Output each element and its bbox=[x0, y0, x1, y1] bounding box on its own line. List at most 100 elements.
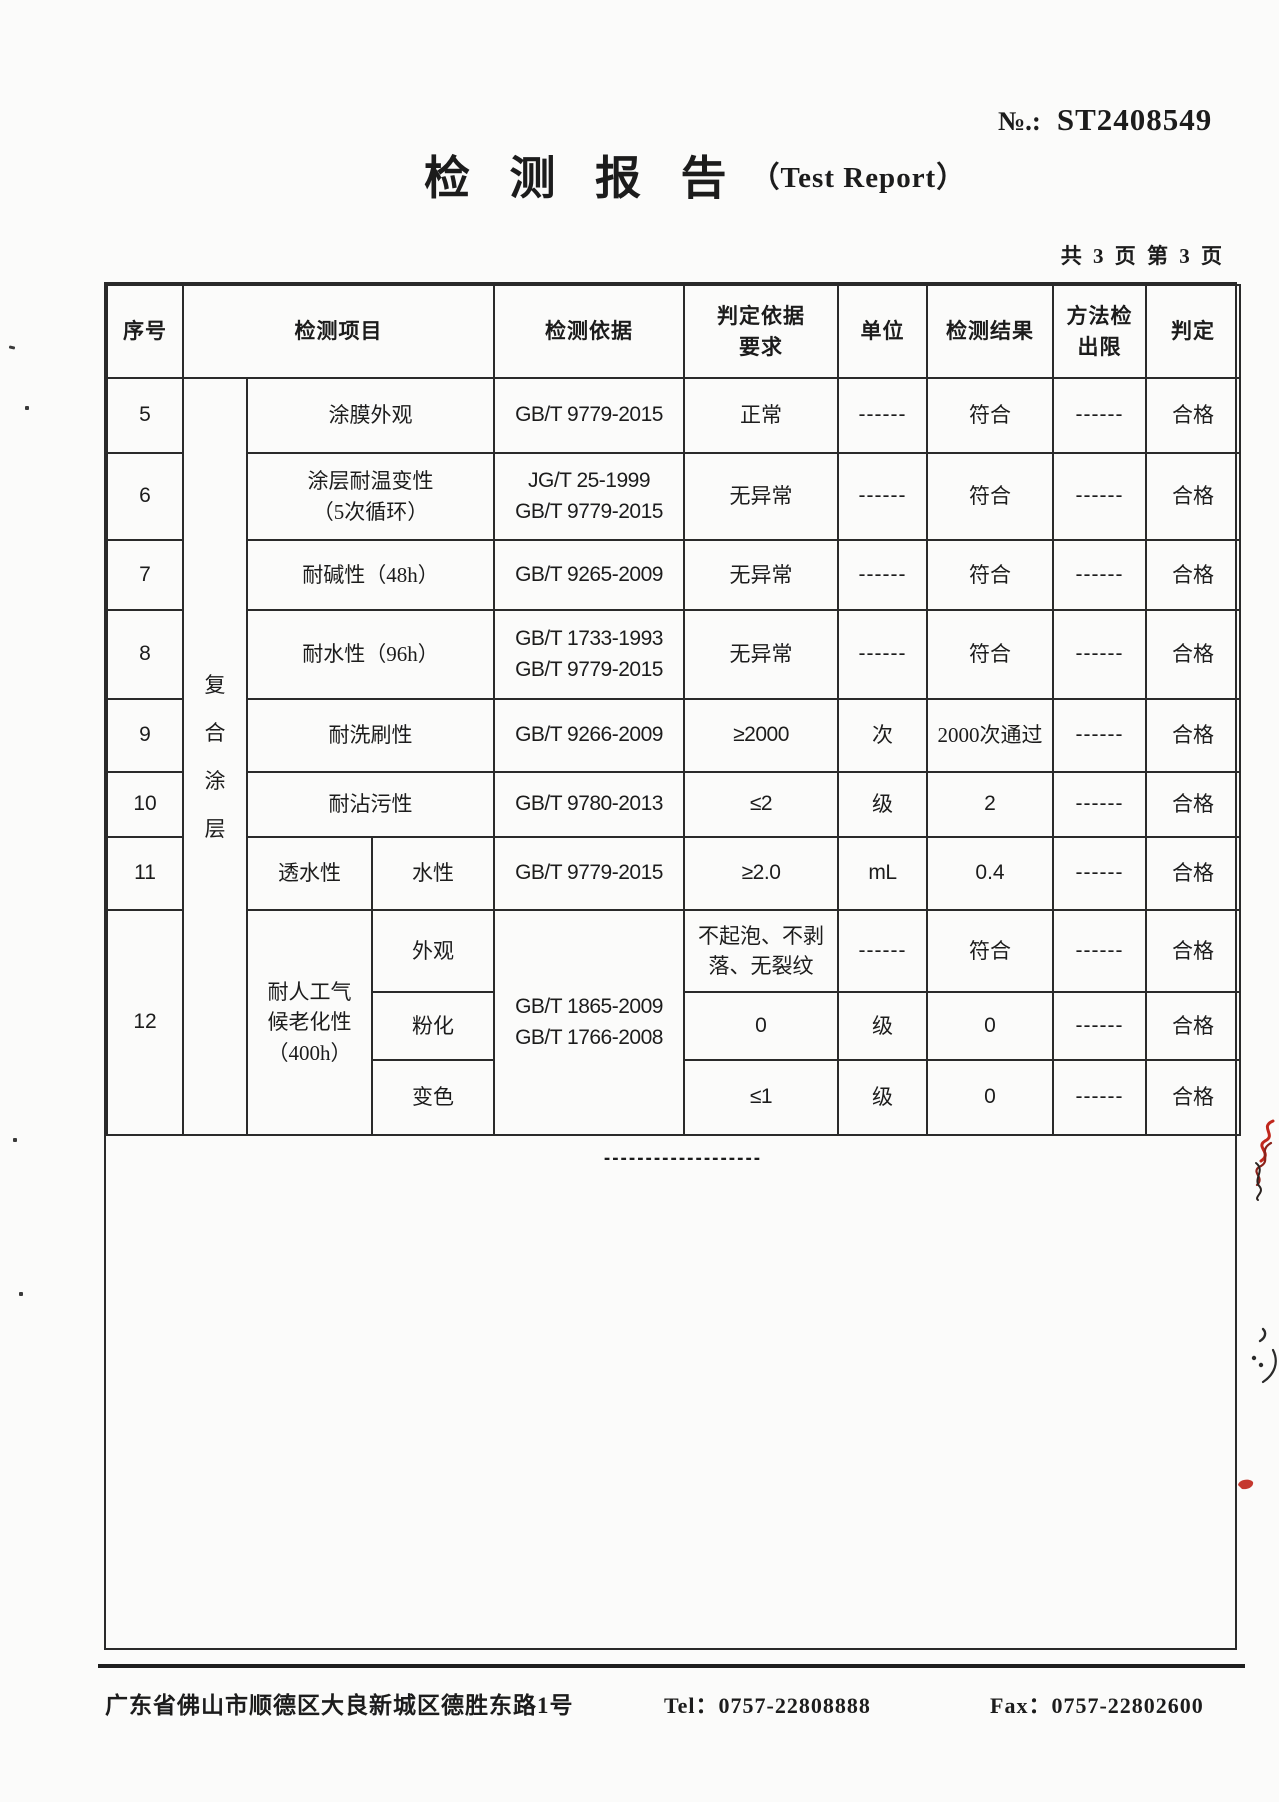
cell-unit: ------ bbox=[837, 539, 929, 611]
cell-requirement: 无异常 bbox=[683, 452, 840, 541]
cell-basis: GB/T 1865-2009 GB/T 1766-2008 bbox=[493, 909, 686, 1136]
cell-basis: JG/T 25-1999 GB/T 9779-2015 bbox=[493, 452, 686, 541]
cell-detection-limit: ------ bbox=[1052, 1059, 1148, 1136]
handwritten-mark-red-scribble bbox=[1255, 1119, 1275, 1201]
scan-speck bbox=[13, 1138, 17, 1142]
header-unit: 单位 bbox=[837, 284, 929, 379]
cell-detection-limit: ------ bbox=[1052, 909, 1148, 993]
table-row: 5 复 合 涂 层 涂膜外观 GB/T 9779-2015 正常 ------ … bbox=[106, 377, 1242, 1136]
table-header-row: 序号 检测项目 检测依据 判定依据 要求 单位 检测结果 方法检 出限 判定 bbox=[106, 284, 1242, 379]
cell-no: 5 bbox=[106, 377, 184, 454]
cell-no: 8 bbox=[106, 609, 184, 700]
header-verdict: 判定 bbox=[1145, 284, 1242, 379]
header-no: 序号 bbox=[106, 284, 184, 379]
cell-item-sub: 变色 bbox=[370, 1059, 496, 1136]
cell-verdict: 合格 bbox=[1145, 1059, 1242, 1136]
header-result: 检测结果 bbox=[926, 284, 1055, 379]
cell-basis: GB/T 9265-2009 bbox=[493, 539, 686, 611]
cell-item: 耐洗刷性 bbox=[245, 698, 496, 773]
table-row: 6 涂层耐温变性 （5次循环） JG/T 25-1999 GB/T 9779-2… bbox=[106, 452, 1242, 541]
cell-unit: ------ bbox=[837, 452, 929, 541]
report-number-value: ST2408549 bbox=[1056, 102, 1213, 137]
scan-speck bbox=[8, 345, 16, 350]
cell-item: 耐人工气 候老化性 （400h） bbox=[246, 909, 373, 1136]
report-title-cn: 检 测 报 告 bbox=[424, 153, 741, 204]
end-of-data-divider: ------------------- bbox=[603, 1148, 763, 1169]
header-requirement: 判定依据 要求 bbox=[683, 284, 840, 379]
table-row: 变色 ≤1 级 0 ------ 合格 bbox=[107, 1059, 1242, 1136]
cell-result: 符合 bbox=[926, 452, 1055, 541]
cell-result: 符合 bbox=[926, 539, 1055, 611]
report-title-en: （Test Report） bbox=[750, 162, 967, 194]
report-number-label: №.: bbox=[998, 106, 1041, 136]
cell-detection-limit: ------ bbox=[1052, 609, 1148, 700]
cell-verdict: 合格 bbox=[1145, 909, 1242, 993]
cell-detection-limit: ------ bbox=[1052, 771, 1148, 838]
cell-verdict: 合格 bbox=[1145, 539, 1242, 611]
table-row: 12 耐人工气 候老化性 （400h） 外观 GB/T 1865-2009 GB… bbox=[106, 909, 1242, 1136]
results-table-frame: 序号 检测项目 检测依据 判定依据 要求 单位 检测结果 方法检 出限 判定 5 bbox=[104, 282, 1242, 1650]
cell-result: 2000次通过 bbox=[926, 698, 1055, 773]
cell-no: 12 bbox=[106, 909, 184, 1136]
handwritten-mark-red-blob bbox=[1238, 1479, 1254, 1490]
cell-verdict: 合格 bbox=[1145, 698, 1242, 773]
footer-tel: Tel：0757-22808888 bbox=[664, 1693, 871, 1718]
cell-no: 9 bbox=[106, 698, 184, 773]
cell-result: 0 bbox=[926, 991, 1055, 1061]
cell-verdict: 合格 bbox=[1145, 377, 1242, 454]
cell-result: 符合 bbox=[926, 909, 1055, 993]
cell-result: 2 bbox=[926, 771, 1055, 838]
cell-item: 耐水性（96h） bbox=[245, 609, 496, 700]
scan-speck bbox=[25, 406, 29, 410]
cell-requirement: 正常 bbox=[683, 377, 840, 454]
cell-unit: 级 bbox=[837, 1059, 929, 1136]
cell-no: 10 bbox=[106, 771, 184, 838]
cell-unit: ------ bbox=[837, 377, 929, 454]
cell-basis: GB/T 9779-2015 bbox=[493, 377, 686, 454]
table-row: 7 耐碱性（48h） GB/T 9265-2009 无异常 ------ 符合 … bbox=[106, 539, 1242, 611]
cell-verdict: 合格 bbox=[1145, 452, 1242, 541]
header-item: 检测项目 bbox=[181, 284, 496, 379]
cell-detection-limit: ------ bbox=[1052, 698, 1148, 773]
scan-speck bbox=[19, 1292, 23, 1296]
table-row: 8 耐水性（96h） GB/T 1733-1993 GB/T 9779-2015… bbox=[106, 609, 1242, 700]
header-detection-limit: 方法检 出限 bbox=[1052, 284, 1148, 379]
cell-unit: 级 bbox=[837, 991, 929, 1061]
table-row: 10 耐沾污性 GB/T 9780-2013 ≤2 级 2 ------ 合格 bbox=[106, 771, 1242, 838]
cell-result: 0 bbox=[926, 1059, 1055, 1136]
page-indicator: 共 3 页 第 3 页 bbox=[1060, 244, 1225, 268]
cell-no: 11 bbox=[106, 836, 184, 911]
handwritten-mark-black-dots bbox=[1251, 1327, 1277, 1384]
cell-detection-limit: ------ bbox=[1052, 377, 1148, 454]
cell-no: 6 bbox=[106, 452, 184, 541]
cell-result: 符合 bbox=[926, 609, 1055, 700]
cell-unit: 次 bbox=[837, 698, 929, 773]
cell-verdict: 合格 bbox=[1145, 771, 1242, 838]
header-basis: 检测依据 bbox=[493, 284, 686, 379]
cell-detection-limit: ------ bbox=[1052, 452, 1148, 541]
cell-result: 符合 bbox=[926, 377, 1055, 454]
cell-item-sub: 水性 bbox=[370, 836, 496, 911]
cell-verdict: 合格 bbox=[1145, 991, 1242, 1061]
table-row: 9 耐洗刷性 GB/T 9266-2009 ≥2000 次 2000次通过 --… bbox=[106, 698, 1242, 773]
cell-item: 透水性 bbox=[246, 836, 373, 911]
cell-verdict: 合格 bbox=[1145, 609, 1242, 700]
cell-requirement: 0 bbox=[683, 991, 840, 1061]
footer-address: 广东省佛山市顺德区大良新城区德胜东路1号 bbox=[105, 1693, 574, 1718]
cell-unit: 级 bbox=[837, 771, 929, 838]
cell-item: 涂膜外观 bbox=[245, 377, 496, 454]
cell-unit: ------ bbox=[837, 909, 929, 993]
cell-item-sub: 外观 bbox=[370, 909, 496, 993]
cell-basis: GB/T 1733-1993 GB/T 9779-2015 bbox=[493, 609, 686, 700]
report-title: 检 测 报 告 （Test Report） bbox=[424, 142, 966, 208]
cell-requirement: ≥2000 bbox=[683, 698, 840, 773]
cell-basis: GB/T 9780-2013 bbox=[493, 771, 686, 838]
cell-detection-limit: ------ bbox=[1052, 836, 1148, 911]
cell-requirement: ≤1 bbox=[683, 1059, 840, 1136]
cell-basis: GB/T 9266-2009 bbox=[493, 698, 686, 773]
cell-item: 耐沾污性 bbox=[245, 771, 496, 838]
cell-requirement: 不起泡、不剥 落、无裂纹 bbox=[683, 909, 840, 993]
table-row: 粉化 0 级 0 ------ 合格 bbox=[107, 991, 1242, 1061]
cell-group-composite-coating: 复 合 涂 层 bbox=[182, 377, 248, 1136]
